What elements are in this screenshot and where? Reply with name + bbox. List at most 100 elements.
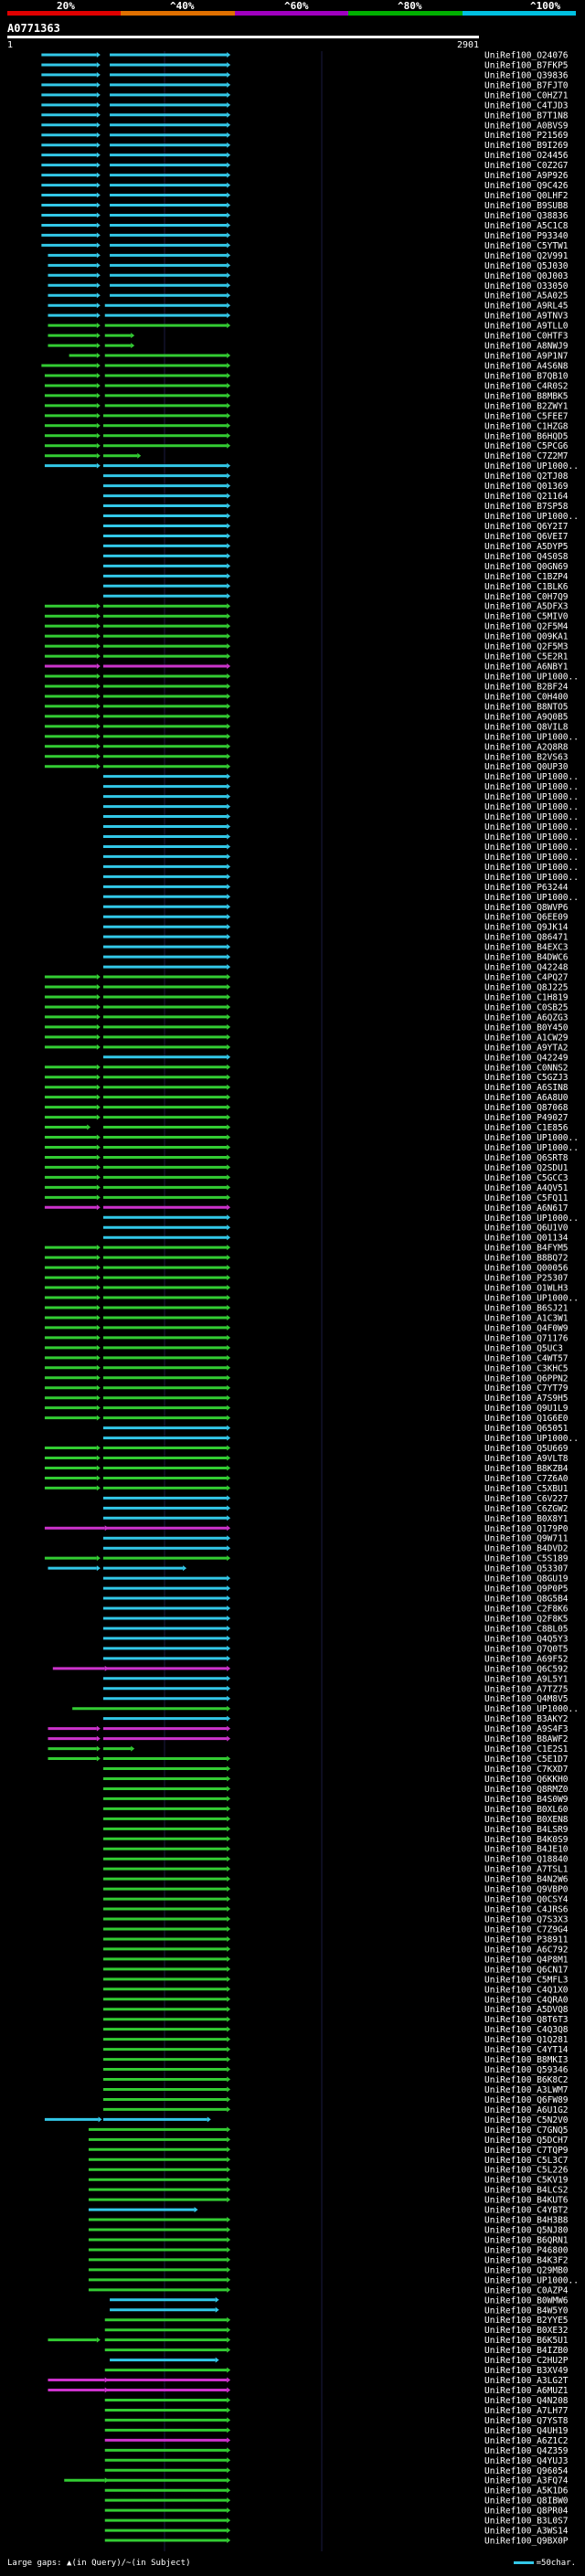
hit-label-27[interactable]: UniRef100_A9TLL0 bbox=[484, 322, 569, 332]
hit-label-167[interactable]: UniRef100_A9S4F3 bbox=[484, 1724, 569, 1734]
hit-label-241[interactable]: UniRef100_Q96054 bbox=[484, 2466, 569, 2476]
hit-label-170[interactable]: UniRef100_C5E1D7 bbox=[484, 1754, 569, 1765]
hit-label-173[interactable]: UniRef100_Q8RMZ0 bbox=[484, 1785, 569, 1795]
hit-label-101[interactable]: UniRef100_C0NNS2 bbox=[484, 1063, 569, 1073]
hit-label-142[interactable]: UniRef100_C7Z6A0 bbox=[484, 1474, 569, 1484]
hit-label-59[interactable]: UniRef100_Q2F5M3 bbox=[484, 642, 569, 652]
hit-label-119[interactable]: UniRef100_B4FYM5 bbox=[484, 1244, 569, 1254]
hit-label-159[interactable]: UniRef100_Q7Q0T5 bbox=[484, 1644, 569, 1654]
hit-label-2[interactable]: UniRef100_Q39836 bbox=[484, 70, 569, 80]
hit-label-69[interactable]: UniRef100_A2Q8R8 bbox=[484, 742, 569, 752]
hit-label-188[interactable]: UniRef100_P38911 bbox=[484, 1935, 569, 1945]
hit-label-39[interactable]: UniRef100_C5PCG6 bbox=[484, 441, 569, 451]
hit-label-192[interactable]: UniRef100_C5MFL3 bbox=[484, 1975, 569, 1985]
hit-label-1[interactable]: UniRef100_B7FKP5 bbox=[484, 60, 569, 70]
hit-label-218[interactable]: UniRef100_B6QRN1 bbox=[484, 2235, 569, 2245]
hit-label-238[interactable]: UniRef100_A6Z1C2 bbox=[484, 2436, 569, 2446]
hit-label-177[interactable]: UniRef100_B4LSR9 bbox=[484, 1825, 569, 1835]
hit-label-115[interactable]: UniRef100_A6N617 bbox=[484, 1203, 569, 1214]
hit-label-179[interactable]: UniRef100_B4JE10 bbox=[484, 1845, 569, 1855]
hit-label-244[interactable]: UniRef100_Q8IBW0 bbox=[484, 2496, 569, 2507]
hit-label-143[interactable]: UniRef100_C5XBU1 bbox=[484, 1484, 569, 1494]
hit-label-0[interactable]: UniRef100_O24076 bbox=[484, 51, 569, 61]
hit-label-35[interactable]: UniRef100_B2ZWY1 bbox=[484, 401, 569, 411]
hit-label-139[interactable]: UniRef100_Q5U669 bbox=[484, 1444, 569, 1454]
hit-label-10[interactable]: UniRef100_O24456 bbox=[484, 151, 569, 161]
hit-label-111[interactable]: UniRef100_Q2SDU1 bbox=[484, 1163, 569, 1173]
hit-label-230[interactable]: UniRef100_C2HU2P bbox=[484, 2356, 569, 2366]
hit-label-112[interactable]: UniRef100_C5GCC3 bbox=[484, 1173, 569, 1183]
hit-label-154[interactable]: UniRef100_Q8G5B4 bbox=[484, 1595, 569, 1605]
hit-label-56[interactable]: UniRef100_C5MIV0 bbox=[484, 612, 569, 622]
hit-label-128[interactable]: UniRef100_Q71176 bbox=[484, 1333, 569, 1343]
hit-label-164[interactable]: UniRef100_Q4M8V5 bbox=[484, 1694, 569, 1704]
hit-label-219[interactable]: UniRef100_P46800 bbox=[484, 2245, 569, 2255]
hit-label-51[interactable]: UniRef100_Q0GN69 bbox=[484, 562, 569, 572]
hit-label-208[interactable]: UniRef100_Q5DCH7 bbox=[484, 2136, 569, 2146]
hit-label-158[interactable]: UniRef100_Q4Q5Y3 bbox=[484, 1634, 569, 1644]
hit-label-161[interactable]: UniRef100_Q6C592 bbox=[484, 1664, 569, 1674]
hit-label-200[interactable]: UniRef100_B8MKI3 bbox=[484, 2055, 569, 2065]
hit-label-78[interactable]: UniRef100_UP1000.. bbox=[484, 832, 579, 843]
hit-label-47[interactable]: UniRef100_Q6Y2I7 bbox=[484, 522, 569, 532]
hit-label-82[interactable]: UniRef100_UP1000.. bbox=[484, 873, 579, 883]
hit-label-240[interactable]: UniRef100_Q4YUJ3 bbox=[484, 2456, 569, 2466]
hit-label-61[interactable]: UniRef100_A6NBY1 bbox=[484, 663, 569, 673]
hit-label-132[interactable]: UniRef100_Q6PPN2 bbox=[484, 1373, 569, 1383]
hit-label-138[interactable]: UniRef100_UP1000.. bbox=[484, 1434, 579, 1444]
hit-label-114[interactable]: UniRef100_C5FQ11 bbox=[484, 1193, 569, 1203]
hit-label-16[interactable]: UniRef100_Q38836 bbox=[484, 211, 569, 221]
hit-label-222[interactable]: UniRef100_UP1000.. bbox=[484, 2275, 579, 2285]
hit-label-152[interactable]: UniRef100_Q8GU19 bbox=[484, 1574, 569, 1585]
hit-label-190[interactable]: UniRef100_Q4P8M1 bbox=[484, 1955, 569, 1965]
hit-label-87[interactable]: UniRef100_Q9JK14 bbox=[484, 923, 569, 933]
hit-label-210[interactable]: UniRef100_C5L3C7 bbox=[484, 2156, 569, 2166]
hit-label-226[interactable]: UniRef100_B2YYE5 bbox=[484, 2316, 569, 2326]
hit-label-166[interactable]: UniRef100_B3AKY2 bbox=[484, 1714, 569, 1724]
hit-label-46[interactable]: UniRef100_UP1000.. bbox=[484, 512, 579, 522]
hit-label-94[interactable]: UniRef100_C1H819 bbox=[484, 992, 569, 1002]
hit-label-58[interactable]: UniRef100_Q09KA1 bbox=[484, 632, 569, 642]
hit-label-247[interactable]: UniRef100_A3WS14 bbox=[484, 2527, 569, 2537]
hit-label-204[interactable]: UniRef100_Q6FW89 bbox=[484, 2095, 569, 2105]
hit-label-45[interactable]: UniRef100_B7SP58 bbox=[484, 502, 569, 512]
hit-label-131[interactable]: UniRef100_C3KHC5 bbox=[484, 1363, 569, 1373]
hit-label-197[interactable]: UniRef100_C4Q3Q8 bbox=[484, 2025, 569, 2035]
hit-label-118[interactable]: UniRef100_Q01134 bbox=[484, 1234, 569, 1244]
hit-label-123[interactable]: UniRef100_O1WLH3 bbox=[484, 1284, 569, 1294]
hit-label-203[interactable]: UniRef100_A3LWM7 bbox=[484, 2085, 569, 2095]
hit-label-172[interactable]: UniRef100_Q6KKH0 bbox=[484, 1775, 569, 1785]
hit-label-9[interactable]: UniRef100_B9I269 bbox=[484, 141, 569, 151]
hit-label-133[interactable]: UniRef100_C7YT79 bbox=[484, 1383, 569, 1394]
hit-label-72[interactable]: UniRef100_UP1000.. bbox=[484, 772, 579, 782]
hit-label-97[interactable]: UniRef100_B0Y450 bbox=[484, 1023, 569, 1033]
hit-label-175[interactable]: UniRef100_B0XL60 bbox=[484, 1805, 569, 1815]
hit-label-104[interactable]: UniRef100_A6A8U0 bbox=[484, 1093, 569, 1103]
hit-label-171[interactable]: UniRef100_C7KXD7 bbox=[484, 1765, 569, 1775]
hit-label-106[interactable]: UniRef100_P49027 bbox=[484, 1113, 569, 1123]
hit-label-235[interactable]: UniRef100_A7LH77 bbox=[484, 2406, 569, 2416]
hit-label-176[interactable]: UniRef100_B0XEN8 bbox=[484, 1815, 569, 1825]
hit-label-13[interactable]: UniRef100_Q9C426 bbox=[484, 181, 569, 191]
hit-label-54[interactable]: UniRef100_C0H7Q9 bbox=[484, 592, 569, 602]
hit-label-3[interactable]: UniRef100_B7FJT0 bbox=[484, 80, 569, 90]
hit-label-209[interactable]: UniRef100_C7TQP9 bbox=[484, 2146, 569, 2156]
hit-label-186[interactable]: UniRef100_Q7S3X3 bbox=[484, 1915, 569, 1925]
hit-label-5[interactable]: UniRef100_C4TJD3 bbox=[484, 101, 569, 111]
hit-label-134[interactable]: UniRef100_A7S9H5 bbox=[484, 1394, 569, 1404]
hit-label-71[interactable]: UniRef100_Q0UP30 bbox=[484, 762, 569, 772]
hit-label-36[interactable]: UniRef100_C5FEE7 bbox=[484, 411, 569, 421]
hit-label-202[interactable]: UniRef100_B6K8C2 bbox=[484, 2075, 569, 2085]
hit-label-217[interactable]: UniRef100_Q5NJ80 bbox=[484, 2226, 569, 2236]
hit-label-95[interactable]: UniRef100_C0SB25 bbox=[484, 1002, 569, 1012]
hit-label-126[interactable]: UniRef100_A1C3W1 bbox=[484, 1313, 569, 1323]
hit-label-102[interactable]: UniRef100_C5GZJ3 bbox=[484, 1073, 569, 1083]
hit-label-44[interactable]: UniRef100_Q21164 bbox=[484, 492, 569, 502]
hit-label-149[interactable]: UniRef100_B4DVD2 bbox=[484, 1544, 569, 1554]
hit-label-130[interactable]: UniRef100_C4WT57 bbox=[484, 1353, 569, 1363]
hit-label-137[interactable]: UniRef100_Q65051 bbox=[484, 1424, 569, 1434]
hit-label-37[interactable]: UniRef100_C1HZG8 bbox=[484, 421, 569, 431]
hit-label-221[interactable]: UniRef100_Q29MB0 bbox=[484, 2265, 569, 2275]
hit-label-212[interactable]: UniRef100_C5KV19 bbox=[484, 2176, 569, 2186]
hit-label-182[interactable]: UniRef100_B4N2W6 bbox=[484, 1875, 569, 1885]
